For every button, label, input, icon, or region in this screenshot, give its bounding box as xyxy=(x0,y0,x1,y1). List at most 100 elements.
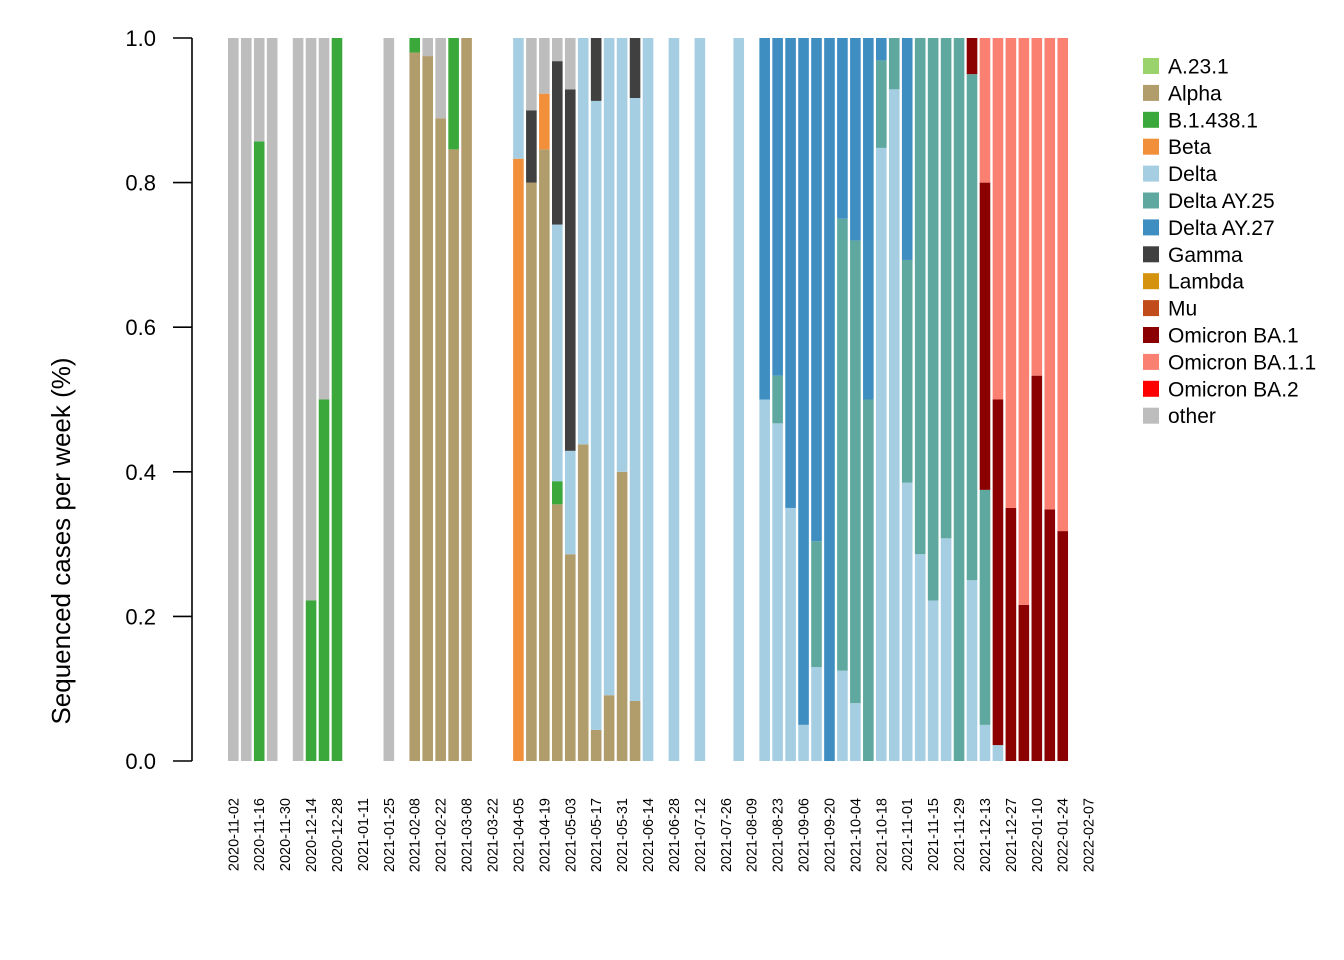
legend-label: Mu xyxy=(1168,298,1197,321)
x-tick-label: 2021-07-26 xyxy=(719,798,735,872)
bar-segment-b-1-438-1 xyxy=(448,38,459,150)
bar-segment-other xyxy=(539,38,550,94)
bar-segment-delta-ay-25 xyxy=(850,240,861,704)
bar-segment-b-1-438-1 xyxy=(552,481,563,505)
bar-segment-delta-ay-25 xyxy=(888,38,900,90)
bar-segment-delta xyxy=(876,147,887,761)
bar-segment-alpha xyxy=(552,504,563,761)
legend-swatch xyxy=(1143,84,1159,101)
bar-segment-beta xyxy=(539,93,550,150)
bar-segment-gamma xyxy=(526,110,537,183)
bar-segment-delta xyxy=(642,38,654,761)
bar-segment-delta xyxy=(785,507,796,761)
x-tick-label: 2020-11-16 xyxy=(252,798,268,871)
legend: A.23.1 Alpha B.1.438.1 Beta Delta Delta AY.25… xyxy=(1143,56,1316,428)
bar-segment-delta-ay-25 xyxy=(927,38,939,601)
legend-swatch xyxy=(1143,58,1159,74)
bar-segment-gamma xyxy=(590,38,602,101)
legend-label: B.1.438.1 xyxy=(1168,109,1258,132)
bar-segment-gamma xyxy=(564,89,576,451)
bar-segment-omicron-ba-1 xyxy=(1031,375,1043,761)
x-tick-label: 2021-05-03 xyxy=(563,798,579,872)
x-tick-label: 2021-12-27 xyxy=(1004,798,1020,872)
legend-swatch xyxy=(1143,246,1159,263)
bar-segment-alpha xyxy=(422,56,433,761)
y-tick-label: 0.0 xyxy=(125,749,156,774)
legend-swatch xyxy=(1143,380,1159,397)
x-tick-label: 2021-10-18 xyxy=(874,798,890,872)
bar-segment-delta xyxy=(966,580,978,761)
bar-segment-alpha xyxy=(577,444,589,761)
bar-segment-alpha xyxy=(461,38,472,761)
bar-segment-omicron-ba-1 xyxy=(1005,507,1017,761)
x-tick-label: 2021-08-09 xyxy=(745,798,761,872)
bar-segment-delta xyxy=(850,703,861,761)
x-tick-label: 2022-02-07 xyxy=(1082,798,1098,872)
bar-segment-other xyxy=(228,38,239,761)
bar-segment-omicron-ba-1 xyxy=(1057,531,1069,761)
legend-label: Omicron BA.1.1 xyxy=(1168,351,1316,374)
legend-swatch xyxy=(1143,353,1159,370)
bar-segment-delta-ay-25 xyxy=(772,375,783,424)
y-tick-label: 0.6 xyxy=(125,315,156,340)
bar-segment-omicron-ba-1-1 xyxy=(992,38,1004,400)
x-tick-label: 2021-07-12 xyxy=(693,798,709,872)
bar-segment-delta-ay-27 xyxy=(759,38,770,400)
bar-segment-delta xyxy=(914,554,926,761)
x-tick-label: 2021-05-17 xyxy=(589,798,605,872)
x-tick-label: 2021-05-31 xyxy=(615,798,631,872)
bar-segment-delta-ay-27 xyxy=(850,38,861,241)
bar-segment-alpha xyxy=(539,149,550,762)
bar-segment-alpha xyxy=(590,729,602,761)
legend-label: A.23.1 xyxy=(1168,56,1229,79)
bar-segment-delta xyxy=(901,482,913,761)
bar-segment-delta xyxy=(733,38,745,761)
x-tick-label: 2021-08-23 xyxy=(771,798,787,872)
bar-segment-delta xyxy=(603,38,615,696)
bar-segment-omicron-ba-1 xyxy=(1044,509,1056,761)
bar-segment-delta-ay-25 xyxy=(914,38,926,555)
x-tick-label: 2021-01-11 xyxy=(356,798,372,871)
legend-label: Omicron BA.2 xyxy=(1168,378,1299,401)
x-tick-label: 2022-01-24 xyxy=(1056,798,1072,872)
bar-segment-delta-ay-25 xyxy=(837,218,848,671)
bar-segment-omicron-ba-1-1 xyxy=(1044,38,1056,510)
legend-swatch xyxy=(1143,138,1159,155)
bar-segment-alpha xyxy=(603,695,615,761)
x-tick-label: 2020-12-14 xyxy=(304,798,320,872)
bar-segment-b-1-438-1 xyxy=(305,600,317,761)
bar-segment-delta-ay-27 xyxy=(785,38,796,508)
bar-segment-omicron-ba-1-1 xyxy=(1031,38,1043,376)
x-tick-label: 2021-09-20 xyxy=(822,798,838,872)
bar-segment-delta-ay-27 xyxy=(824,38,835,761)
bar-segment-delta xyxy=(629,98,641,701)
bar-segment-gamma xyxy=(629,38,641,99)
bar-segment-delta xyxy=(772,423,783,761)
y-tick-label: 1.0 xyxy=(125,26,156,51)
legend-label: Delta xyxy=(1168,163,1217,186)
bar-segment-delta-ay-25 xyxy=(979,489,991,725)
x-tick-label: 2021-11-15 xyxy=(926,798,942,871)
bar-segment-delta-ay-25 xyxy=(863,399,874,761)
bar-segment-alpha xyxy=(564,554,576,761)
bar-segment-delta xyxy=(590,100,602,730)
bar-segment-delta xyxy=(616,38,628,472)
bar-segment-other xyxy=(564,38,576,90)
bar-segment-other xyxy=(253,38,265,142)
bar-segment-delta xyxy=(513,38,524,159)
y-tick-label: 0.2 xyxy=(125,604,156,629)
x-tick-label: 2021-03-22 xyxy=(486,798,502,872)
bar-segment-delta-ay-25 xyxy=(901,259,913,483)
legend-label: Delta AY.27 xyxy=(1168,217,1275,240)
bar-segment-b-1-438-1 xyxy=(318,399,330,761)
bar-segment-alpha xyxy=(448,149,459,762)
bar-segment-other xyxy=(240,38,252,761)
legend-swatch xyxy=(1143,219,1159,236)
bar-segment-beta xyxy=(513,158,524,762)
bar-segment-omicron-ba-1-1 xyxy=(1057,38,1069,532)
legend-swatch xyxy=(1143,192,1159,209)
bar-segment-delta-ay-25 xyxy=(940,38,952,539)
legend-swatch xyxy=(1143,273,1159,290)
bars-layer xyxy=(228,38,1069,762)
